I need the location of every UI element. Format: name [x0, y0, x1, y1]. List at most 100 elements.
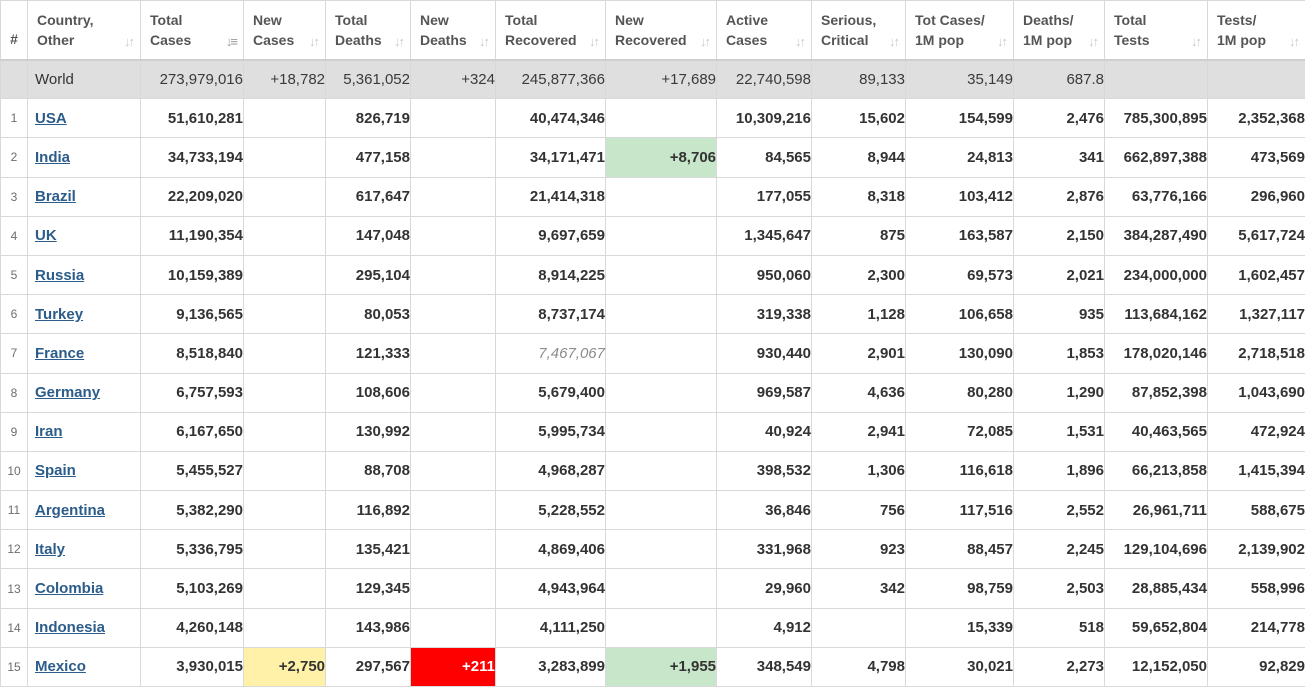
country-cell: Argentina [27, 490, 141, 531]
total-deaths-cell: 88,708 [325, 450, 411, 492]
total-tests-cell: 129,104,696 [1104, 529, 1208, 570]
serious-cell: 15,602 [811, 98, 906, 139]
country-cell: Germany [27, 372, 141, 413]
total-deaths-cell: 80,053 [325, 294, 411, 335]
column-header-label: New Recovered [615, 12, 687, 48]
sort-arrows-icon[interactable]: ↓↑ [479, 33, 490, 49]
country-link[interactable]: Turkey [35, 305, 84, 323]
total-tests-cell: 785,300,895 [1104, 98, 1208, 139]
column-header-cases-per-m[interactable]: Tot Cases/1M pop ↓↑ [905, 0, 1014, 60]
total-tests-cell: 384,287,490 [1104, 215, 1208, 256]
sort-arrows-icon[interactable]: ↓↑ [394, 33, 405, 49]
serious-cell: 2,901 [811, 333, 906, 374]
total-cases-cell: 9,136,565 [140, 294, 244, 335]
country-link[interactable]: Spain [35, 462, 76, 480]
cases-per-m-cell: 98,759 [905, 568, 1014, 609]
row-index-cell: 4 [0, 215, 28, 256]
sort-arrows-icon[interactable]: ↓↑ [1191, 33, 1202, 49]
country-cell: Mexico [27, 646, 141, 688]
column-header-total-deaths[interactable]: Total Deaths ↓↑ [325, 0, 411, 60]
new-recovered-cell [605, 450, 717, 492]
country-link[interactable]: Iran [35, 423, 63, 441]
column-header-country[interactable]: Country, Other ↓↑ [27, 0, 141, 60]
world-total-deaths-cell: 5,361,052 [325, 58, 411, 100]
column-header-label: Active Cases [726, 12, 769, 48]
row-index-cell: 13 [0, 568, 28, 609]
total-deaths-cell: 130,992 [325, 411, 411, 452]
tests-per-m-cell: 296,960 [1207, 176, 1305, 217]
total-cases-cell: 51,610,281 [140, 98, 244, 139]
world-total-cases-cell: 273,979,016 [140, 58, 244, 100]
country-link[interactable]: Brazil [35, 188, 76, 206]
cases-per-m-cell: 116,618 [905, 450, 1014, 492]
country-cell: Indonesia [27, 607, 141, 648]
total-recovered-cell: 40,474,346 [495, 98, 606, 139]
column-header-total-tests[interactable]: Total Tests ↓↑ [1104, 0, 1208, 60]
new-cases-cell [243, 372, 326, 413]
new-deaths-cell [410, 333, 496, 374]
tests-per-m-cell: 92,829 [1207, 646, 1305, 688]
new-cases-cell [243, 137, 326, 178]
new-deaths-cell [410, 450, 496, 492]
country-link[interactable]: Indonesia [35, 619, 106, 637]
country-link[interactable]: Mexico [35, 658, 86, 676]
country-link[interactable]: Italy [35, 540, 66, 558]
tests-per-m-cell: 472,924 [1207, 411, 1305, 452]
column-header-active-cases[interactable]: Active Cases ↓↑ [716, 0, 812, 60]
new-cases-cell [243, 294, 326, 335]
sort-arrows-icon[interactable]: ↓↑ [700, 33, 711, 49]
column-header-tests-per-m[interactable]: Tests/1M pop ↓↑ [1207, 0, 1305, 60]
table-row: 8 Germany 6,757,593 108,606 5,679,400 969,587… [0, 372, 1305, 413]
active-cases-cell: 29,960 [716, 568, 812, 609]
column-header-new-deaths[interactable]: New Deaths ↓↑ [410, 0, 496, 60]
country-link[interactable]: UK [35, 227, 57, 245]
new-recovered-cell [605, 490, 717, 531]
sort-desc-icon[interactable]: ↓≡ [225, 33, 238, 49]
deaths-per-m-cell: 2,021 [1013, 254, 1105, 296]
country-cell: France [27, 333, 141, 374]
new-recovered-cell [605, 333, 717, 374]
column-header-new-cases[interactable]: New Cases ↓↑ [243, 0, 326, 60]
active-cases-cell: 348,549 [716, 646, 812, 688]
country-link[interactable]: France [35, 344, 85, 362]
column-header-total-cases[interactable]: Total Cases ↓≡ [140, 0, 244, 60]
total-recovered-cell: 8,914,225 [495, 254, 606, 296]
total-cases-cell: 4,260,148 [140, 607, 244, 648]
sort-arrows-icon[interactable]: ↓↑ [124, 33, 135, 49]
column-header-serious[interactable]: Serious, Critical ↓↑ [811, 0, 906, 60]
column-header-new-recovered[interactable]: New Recovered ↓↑ [605, 0, 717, 60]
country-link[interactable]: Argentina [35, 501, 106, 519]
total-deaths-cell: 617,647 [325, 176, 411, 217]
deaths-per-m-cell: 2,876 [1013, 176, 1105, 217]
column-header-deaths-per-m[interactable]: Deaths/1M pop ↓↑ [1013, 0, 1105, 60]
sort-arrows-icon[interactable]: ↓↑ [1289, 33, 1300, 49]
country-link[interactable]: India [35, 148, 71, 166]
country-link[interactable]: USA [35, 109, 67, 127]
column-header-total-recovered[interactable]: Total Recovered ↓↑ [495, 0, 606, 60]
serious-cell: 875 [811, 215, 906, 256]
country-cell: Turkey [27, 294, 141, 335]
country-link[interactable]: Germany [35, 384, 101, 402]
deaths-per-m-cell: 2,476 [1013, 98, 1105, 139]
total-cases-cell: 11,190,354 [140, 215, 244, 256]
table-row: 13 Colombia 5,103,269 129,345 4,943,964 29,96… [0, 568, 1305, 609]
sort-arrows-icon[interactable]: ↓↑ [309, 33, 320, 49]
country-link[interactable]: Russia [35, 266, 85, 284]
new-deaths-cell: +211 [410, 646, 496, 688]
total-tests-cell: 178,020,146 [1104, 333, 1208, 374]
sort-arrows-icon[interactable]: ↓↑ [795, 33, 806, 49]
sort-arrows-icon[interactable]: ↓↑ [1088, 33, 1099, 49]
country-link[interactable]: Colombia [35, 580, 104, 598]
table-row: 15 Mexico 3,930,015 +2,750 297,567 +211 3,283,… [0, 646, 1305, 688]
table-row: 9 Iran 6,167,650 130,992 5,995,734 40,924 2,94… [0, 411, 1305, 452]
total-cases-cell: 3,930,015 [140, 646, 244, 688]
world-country-cell: World [27, 58, 141, 100]
sort-arrows-icon[interactable]: ↓↑ [997, 33, 1008, 49]
cases-per-m-cell: 106,658 [905, 294, 1014, 335]
sort-arrows-icon[interactable]: ↓↑ [589, 33, 600, 49]
tests-per-m-cell: 473,569 [1207, 137, 1305, 178]
tests-per-m-cell: 2,352,368 [1207, 98, 1305, 139]
cases-per-m-cell: 117,516 [905, 490, 1014, 531]
new-recovered-cell [605, 176, 717, 217]
sort-arrows-icon[interactable]: ↓↑ [889, 33, 900, 49]
